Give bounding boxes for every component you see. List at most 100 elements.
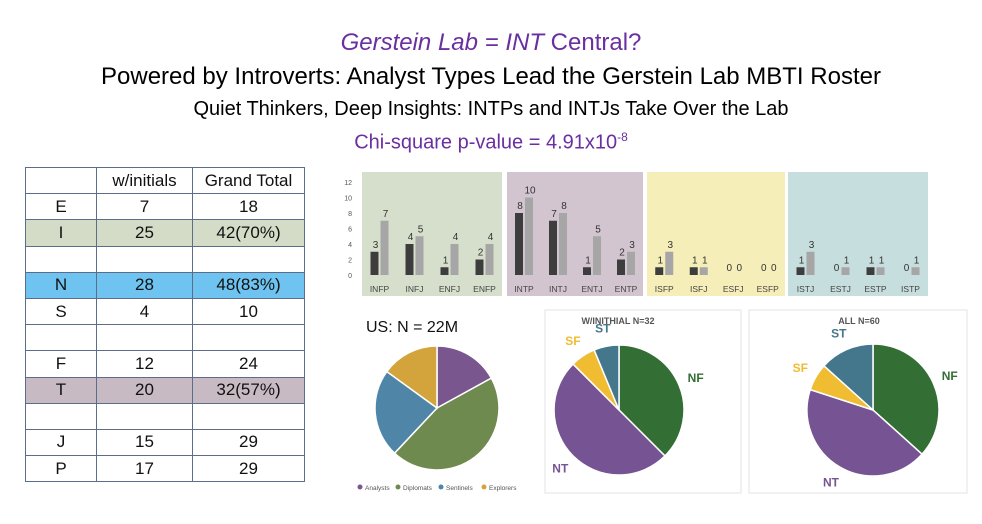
pie-slice [393, 377, 500, 471]
table-cell [96, 245, 193, 273]
pie-slice [872, 343, 940, 456]
table-row [25, 245, 305, 273]
table-row: T 20 32(57%) [25, 376, 305, 404]
bar-value-label: 1 [799, 255, 805, 266]
bar-value-label: 0 [834, 263, 840, 274]
bar-value-label: 1 [869, 255, 875, 266]
table-row: F 12 24 [25, 350, 305, 378]
table-cell: 29 [192, 455, 305, 483]
pie-slice-label: SF [565, 334, 580, 348]
table-cell: T [25, 376, 97, 404]
table-row: N 28 48(83%) [25, 271, 305, 299]
x-tick-label: ENFP [473, 284, 496, 294]
x-tick-label: ESTJ [830, 284, 851, 294]
bar-group-background [647, 172, 785, 296]
x-tick-label: ENTJ [581, 284, 602, 294]
table-cell [25, 402, 97, 430]
y-tick-label: 8 [348, 211, 352, 218]
table-cell: J [25, 428, 97, 457]
table-cell: 17 [96, 455, 193, 483]
bar-value-label: 3 [667, 240, 673, 251]
x-tick-label: ENFJ [439, 284, 460, 294]
table-cell: 48(83%) [192, 271, 305, 299]
table-cell: I [25, 219, 97, 247]
table-cell: N [25, 271, 97, 299]
p-value-base: Chi-square p-value = 4.91x10 [354, 131, 618, 154]
table-cell: P [25, 455, 97, 483]
y-tick-label: 10 [344, 196, 352, 203]
pie-slice [806, 388, 924, 477]
bar-value-label: 1 [692, 255, 698, 266]
bar [841, 267, 850, 275]
bar [699, 267, 708, 275]
bar [380, 220, 389, 275]
table-cell: 25 [96, 219, 193, 247]
table-cell: 20 [96, 376, 193, 404]
pie-slice [374, 370, 439, 455]
bar-value-label: 1 [914, 255, 920, 266]
bar-value-label: 2 [478, 248, 484, 259]
title-line-1: Gerstein Lab = INT Central? [0, 28, 982, 58]
bar [515, 213, 523, 275]
pie-frame [544, 309, 742, 494]
y-tick-label: 0 [348, 273, 352, 280]
pie-slice-label: ST [831, 326, 847, 340]
pie-slice-label: NF [688, 371, 704, 385]
legend-marker [357, 484, 363, 490]
pie-slice [553, 362, 667, 476]
pie-slice [618, 344, 685, 458]
y-tick-label: 4 [348, 242, 352, 249]
bar-group-background [788, 172, 928, 296]
legend-marker [438, 484, 444, 490]
table-row: I 25 42(70%) [25, 219, 305, 247]
bar-value-label: 5 [418, 224, 424, 235]
bar [370, 251, 379, 275]
pie-frame [748, 309, 968, 494]
pie-slice-label: NF [942, 369, 958, 383]
legend-label: Sentinels [446, 485, 473, 492]
table-cell [25, 245, 97, 273]
y-tick-label: 2 [348, 258, 352, 265]
bar [593, 236, 601, 275]
bar [475, 259, 484, 275]
bar [549, 220, 557, 275]
x-tick-label: ISFJ [690, 284, 707, 294]
bar [876, 267, 885, 275]
bar [525, 197, 533, 275]
pie-slice-label: NT [823, 476, 840, 490]
legend-marker [481, 484, 487, 490]
x-tick-label: ESTP [864, 284, 887, 294]
bar-value-label: 0 [771, 263, 777, 274]
pie-slice [593, 344, 620, 411]
title-line-2: Powered by Introverts: Analyst Types Lea… [101, 63, 881, 90]
bar-value-label: 4 [453, 232, 459, 243]
p-value-exponent: -8 [617, 130, 628, 144]
bar-value-label: 0 [726, 263, 732, 274]
bar [440, 267, 449, 275]
bar [450, 244, 459, 275]
pie-title: W/INITHIAL N=32 [581, 316, 654, 326]
bar [485, 244, 494, 275]
legend-label: Diplomats [403, 485, 433, 492]
bar-value-label: 3 [629, 240, 635, 251]
bar-value-label: 1 [657, 255, 663, 266]
bar-value-label: 4 [488, 232, 494, 243]
bar-value-label: 8 [517, 201, 523, 212]
table-row: E 7 18 [25, 193, 305, 221]
bar [866, 267, 875, 275]
x-tick-label: ENTP [615, 284, 638, 294]
table-cell: 28 [96, 271, 193, 299]
pie-title: ALL N=60 [838, 316, 880, 326]
bar-value-label: 0 [736, 263, 742, 274]
bar-value-label: 7 [383, 209, 389, 220]
bar [583, 267, 591, 275]
pie-title: US: N = 22M [366, 319, 458, 336]
table-cell: 7 [96, 193, 193, 221]
table-row [25, 324, 305, 352]
x-tick-label: ISTJ [797, 284, 814, 294]
title-italic-part: Gerstein Lab = INT [340, 29, 545, 56]
table-cell [192, 245, 305, 273]
table-cell: E [25, 193, 97, 221]
x-tick-label: INTJ [549, 284, 567, 294]
